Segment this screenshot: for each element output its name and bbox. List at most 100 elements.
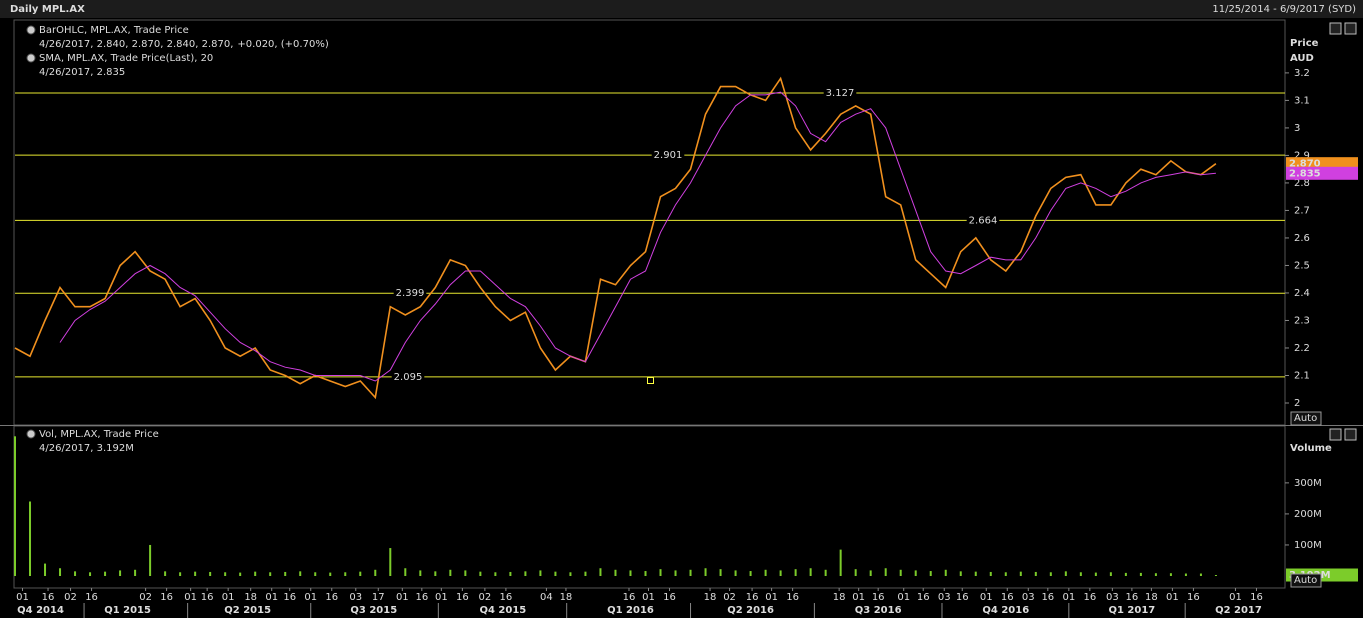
- last-value-label: 2.870: [1289, 159, 1321, 170]
- y-tick-label: 2: [1294, 398, 1300, 409]
- panel-buttons[interactable]: [1329, 22, 1357, 441]
- y-tick-label: 2.5: [1294, 260, 1310, 271]
- quarter-label: Q2 2015: [224, 605, 271, 616]
- volume-bar: [449, 569, 452, 576]
- volume-bar: [194, 571, 197, 576]
- volume-bar: [719, 569, 722, 576]
- x-tick-label: 16: [1187, 592, 1200, 603]
- x-tick-label: 02: [723, 592, 736, 603]
- volume-bar: [149, 544, 152, 576]
- quarter-label: Q4 2016: [982, 605, 1029, 616]
- volume-bar: [164, 571, 167, 576]
- volume-bar: [1214, 575, 1217, 576]
- y-tick-label: 2.7: [1294, 205, 1310, 216]
- x-tick-label: 01: [1062, 592, 1075, 603]
- legend-name: BarOHLC, MPL.AX, Trade Price: [39, 25, 189, 36]
- x-tick-label: 16: [663, 592, 676, 603]
- x-tick-label: 16: [500, 592, 513, 603]
- x-tick-label: 01: [980, 592, 993, 603]
- volume-bar: [254, 571, 257, 576]
- header-bar: [0, 0, 1363, 18]
- legend-icon: [26, 53, 36, 63]
- auto-button[interactable]: [1290, 573, 1322, 588]
- volume-bar: [674, 570, 677, 576]
- x-tick-label: 16: [956, 592, 969, 603]
- y-tick-label: 2.3: [1294, 315, 1310, 326]
- window-title: Daily MPL.AX: [10, 4, 85, 15]
- legend-icon: [26, 25, 36, 35]
- volume-bar: [1124, 572, 1127, 576]
- last-value-label: 2.835: [1289, 168, 1321, 179]
- volume-bar: [524, 571, 527, 576]
- y-tick-label: 300M: [1294, 478, 1322, 489]
- auto-button-label[interactable]: Auto: [1294, 575, 1317, 586]
- y-tick-label: 2.1: [1294, 370, 1310, 381]
- y-tick-label: 3.1: [1294, 95, 1310, 106]
- y-tick-label: 2.4: [1294, 288, 1310, 299]
- volume-bar: [659, 569, 662, 576]
- volume-bar: [779, 570, 782, 576]
- maximize-button[interactable]: [1329, 428, 1342, 441]
- sma-line: [59, 91, 1216, 382]
- volume-bar: [209, 571, 212, 576]
- volume-bar: [374, 569, 377, 576]
- volume-bar: [1064, 571, 1067, 576]
- volume-bar: [644, 571, 647, 576]
- volume-bar: [809, 568, 812, 576]
- volume-bar: [1169, 573, 1172, 576]
- volume-bar: [329, 572, 332, 576]
- volume-bar: [929, 571, 932, 576]
- y-tick-label: 200M: [1294, 509, 1322, 520]
- x-tick-label: 01: [435, 592, 448, 603]
- volume-bar: [104, 571, 107, 576]
- maximize-button[interactable]: [1329, 22, 1342, 35]
- volume-bar: [689, 569, 692, 576]
- volume-bar: [944, 569, 947, 576]
- x-tick-label: 18: [1145, 592, 1158, 603]
- x-tick-label: 16: [85, 592, 98, 603]
- x-tick-label: 18: [704, 592, 717, 603]
- volume-bar: [1049, 572, 1052, 576]
- volume-bar: [974, 571, 977, 576]
- legend-change: +0.020, (+0.70%): [237, 39, 328, 50]
- x-tick-label: 16: [1126, 592, 1139, 603]
- close-button[interactable]: [1344, 22, 1357, 35]
- y-tick-label: 2.6: [1294, 233, 1310, 244]
- x-tick-label: 16: [1041, 592, 1054, 603]
- x-tick-label: 01: [897, 592, 910, 603]
- reference-label-bg: [651, 150, 685, 162]
- auto-button-label[interactable]: Auto: [1294, 413, 1317, 424]
- y-tick-label: 2.2: [1294, 343, 1310, 354]
- quarter-label: Q4 2015: [479, 605, 526, 616]
- close-button[interactable]: [1344, 428, 1357, 441]
- volume-bar: [914, 570, 917, 576]
- x-tick-label: 16: [42, 592, 55, 603]
- volume-bar: [509, 571, 512, 576]
- quarter-label: Q1 2016: [607, 605, 654, 616]
- x-tick-label: 02: [139, 592, 152, 603]
- volume-bar: [839, 549, 842, 576]
- x-tick-label: 01: [1229, 592, 1242, 603]
- x-tick-label: 16: [1001, 592, 1014, 603]
- volume-bar: [869, 570, 872, 576]
- x-tick-label: 16: [872, 592, 885, 603]
- volume-bar: [59, 568, 62, 576]
- anchor-handle[interactable]: [647, 377, 654, 384]
- volume-bar: [419, 570, 422, 576]
- volume-bar: [434, 571, 437, 576]
- x-tick-label: 18: [560, 592, 573, 603]
- legend-detail: 4/26/2017, 3.192M: [39, 443, 134, 454]
- volume-bar: [599, 568, 602, 576]
- x-tick-label: 01: [1166, 592, 1179, 603]
- quarter-label: Q4 2014: [17, 605, 64, 616]
- x-tick-label: 01: [16, 592, 29, 603]
- volume-bar: [299, 571, 302, 576]
- date-range: 11/25/2014 - 6/9/2017 (SYD): [1212, 4, 1356, 15]
- x-tick-label: 16: [415, 592, 428, 603]
- x-tick-label: 16: [1083, 592, 1096, 603]
- auto-button[interactable]: [1290, 411, 1322, 426]
- volume-bar: [1184, 573, 1187, 576]
- volume-bar: [314, 572, 317, 576]
- y-axis-title: Price: [1290, 38, 1319, 49]
- volume-bar: [74, 571, 77, 576]
